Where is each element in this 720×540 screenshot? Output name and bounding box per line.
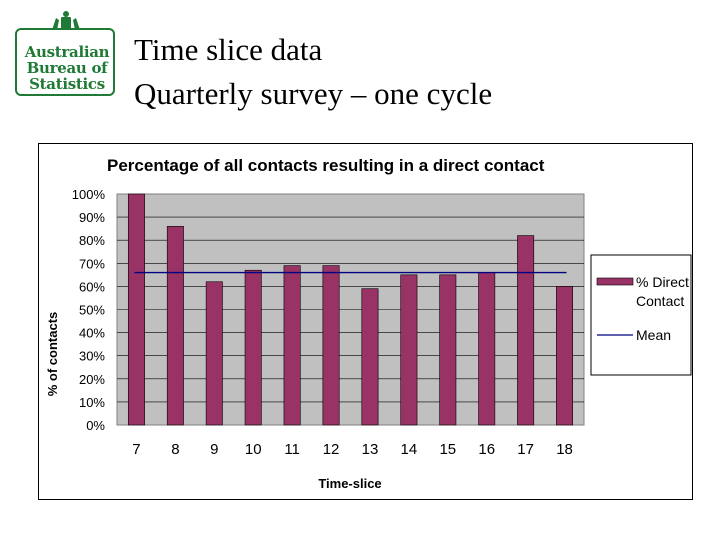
logo-text-line-3: Statistics	[29, 75, 105, 93]
y-tick-label: 30%	[79, 349, 105, 364]
bar-18	[556, 286, 574, 426]
legend-box	[590, 254, 692, 376]
x-tick-label: 14	[401, 441, 418, 458]
x-axis-label: Time-slice	[318, 476, 381, 491]
gridlines	[117, 216, 584, 403]
y-tick-label: 40%	[79, 326, 105, 341]
logo-box: Australian Bureau of Statistics	[15, 28, 115, 96]
abs-logo: Australian Bureau of Statistics	[15, 10, 119, 98]
y-tick-label: 0%	[86, 418, 105, 433]
x-tick-label: 15	[439, 441, 456, 458]
x-tick-label: 10	[245, 441, 262, 458]
x-tick-label: 11	[284, 441, 300, 458]
bar-7	[127, 193, 145, 426]
x-tick-label: 7	[132, 441, 140, 458]
x-tick-labels: 7 8 9 10 11 12 13 14 15 16 17 18	[132, 441, 573, 458]
x-tick-label: 16	[478, 441, 495, 458]
y-axis-label: % of contacts	[45, 312, 60, 397]
chart-frame: Percentage of all contacts resulting in …	[38, 143, 693, 500]
y-tick-label: 90%	[79, 210, 105, 225]
bar-14	[400, 274, 418, 426]
x-tick-label: 8	[171, 441, 179, 458]
y-tick-labels: 0% 10% 20% 30% 40% 50% 60% 70% 80% 90% 100%	[72, 187, 106, 433]
y-tick-label: 100%	[72, 187, 106, 202]
coat-of-arms-icon	[52, 11, 80, 30]
legend-label-mean: Mean	[636, 327, 671, 343]
x-tick-label: 17	[517, 441, 534, 458]
x-tick-label: 9	[210, 441, 218, 458]
bar-chart: Percentage of all contacts resulting in …	[45, 156, 692, 491]
bar-10	[244, 269, 262, 426]
bar-13	[361, 288, 379, 426]
bar-17	[517, 235, 535, 426]
y-tick-label: 60%	[79, 279, 105, 294]
x-tick-label: 13	[362, 441, 379, 458]
legend: % Direct Contact Mean	[590, 254, 692, 376]
x-tick-label: 18	[556, 441, 573, 458]
bar-15	[439, 274, 457, 426]
bars	[127, 193, 574, 426]
legend-label-direct-contact-line2: Contact	[636, 293, 684, 309]
chart-title: Percentage of all contacts resulting in …	[107, 156, 545, 175]
y-tick-label: 80%	[79, 233, 105, 248]
legend-swatch-direct-contact	[596, 277, 634, 286]
y-tick-label: 50%	[79, 303, 105, 318]
y-tick-label: 10%	[79, 395, 105, 410]
bar-16	[478, 272, 496, 426]
y-tick-label: 20%	[79, 372, 105, 387]
bar-9	[205, 281, 223, 426]
bar-11	[283, 265, 301, 426]
bar-12	[322, 265, 340, 426]
x-tick-label: 12	[323, 441, 340, 458]
legend-label-direct-contact-line1: % Direct	[636, 274, 689, 290]
slide-title-line-1: Time slice data	[134, 32, 323, 67]
bar-8	[166, 226, 184, 426]
logo-text-line-2: Bureau of	[26, 59, 108, 77]
slide-title-line-2: Quarterly survey – one cycle	[134, 76, 493, 111]
logo-text-line-1: Australian	[24, 43, 110, 61]
y-tick-label: 70%	[79, 256, 105, 271]
